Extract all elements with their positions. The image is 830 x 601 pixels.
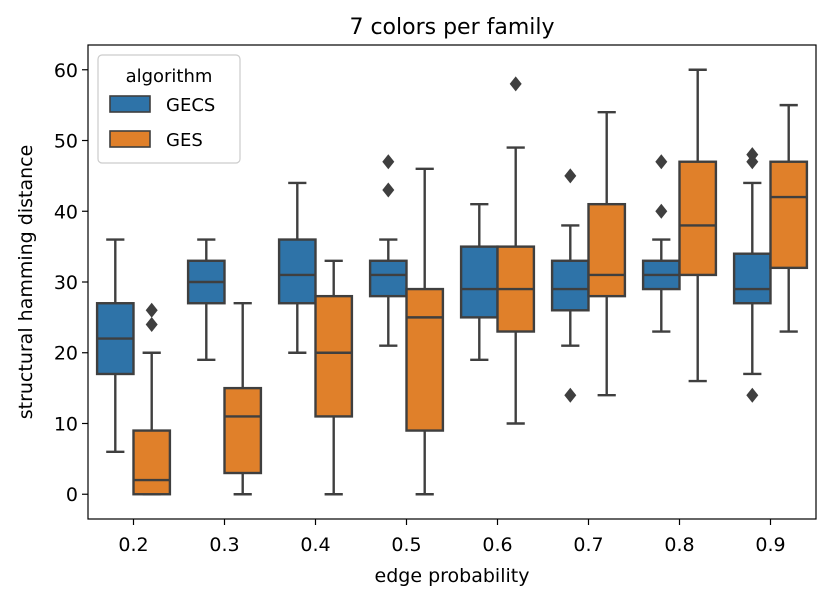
outlier-point — [564, 168, 577, 184]
x-tick-label: 0.6 — [482, 534, 512, 556]
legend-swatch-ges — [109, 130, 151, 148]
legend-title: algorithm — [126, 66, 213, 87]
box-gecs-0.5 — [368, 154, 408, 347]
chart-title: 7 colors per family — [349, 15, 554, 40]
box-gecs-0.8 — [641, 154, 681, 333]
box-gecs-0.6 — [459, 202, 499, 362]
box-iqr — [550, 259, 590, 312]
box-iqr — [405, 287, 445, 432]
box-iqr — [732, 252, 772, 305]
outlier-point — [655, 203, 668, 219]
x-tick-label: 0.4 — [300, 534, 330, 556]
legend: algorithm GECS GES — [97, 54, 241, 164]
y-tick-label: 10 — [54, 413, 78, 435]
outlier-point — [509, 76, 522, 92]
y-tick-label: 40 — [54, 201, 78, 223]
outlier-point — [382, 182, 395, 198]
box-iqr — [368, 259, 408, 298]
box-ges-0.5 — [405, 167, 445, 496]
box-iqr — [459, 245, 499, 319]
y-tick-label: 30 — [54, 272, 78, 294]
box-iqr — [769, 160, 809, 270]
y-axis-ticks: 0 10 20 30 40 50 60 — [54, 60, 88, 506]
x-tick-label: 0.9 — [755, 534, 785, 556]
box-gecs-0.2 — [95, 238, 135, 453]
box-gecs-0.3 — [186, 238, 226, 362]
box-gecs-0.9 — [732, 147, 772, 403]
x-tick-label: 0.3 — [209, 534, 239, 556]
x-tick-label: 0.7 — [573, 534, 603, 556]
box-ges-0.9 — [769, 103, 809, 333]
legend-swatch-gecs — [109, 95, 151, 113]
outlier-point — [746, 147, 759, 163]
outlier-point — [145, 302, 158, 318]
box-ges-0.8 — [678, 68, 718, 383]
x-tick-label: 0.8 — [664, 534, 694, 556]
x-axis-label: edge probability — [375, 565, 530, 587]
legend-label-gecs: GECS — [166, 95, 215, 116]
box-iqr — [223, 386, 263, 475]
box-ges-0.6 — [496, 76, 536, 425]
box-iqr — [678, 160, 718, 277]
x-tick-label: 0.5 — [391, 534, 421, 556]
outlier-point — [564, 387, 577, 403]
plot-area — [95, 68, 809, 496]
box-ges-0.3 — [223, 302, 263, 496]
outlier-point — [746, 387, 759, 403]
box-ges-0.4 — [314, 259, 354, 496]
y-axis-label: structural hamming distance — [15, 145, 37, 420]
outlier-point — [655, 154, 668, 170]
box-ges-0.7 — [587, 111, 627, 397]
x-tick-label: 0.2 — [118, 534, 148, 556]
box-iqr — [277, 238, 317, 305]
y-tick-label: 60 — [54, 60, 78, 82]
box-ges-0.2 — [132, 302, 172, 496]
y-tick-label: 0 — [66, 484, 78, 506]
box-gecs-0.4 — [277, 181, 317, 354]
x-axis-ticks: 0.2 0.3 0.4 0.5 0.6 0.7 0.8 0.9 — [118, 519, 786, 556]
box-iqr — [587, 202, 627, 298]
outlier-point — [382, 154, 395, 170]
outlier-point — [145, 316, 158, 332]
y-tick-label: 20 — [54, 343, 78, 365]
box-iqr — [132, 429, 172, 496]
legend-label-ges: GES — [166, 130, 203, 151]
box-iqr — [314, 294, 354, 418]
y-tick-label: 50 — [54, 131, 78, 153]
